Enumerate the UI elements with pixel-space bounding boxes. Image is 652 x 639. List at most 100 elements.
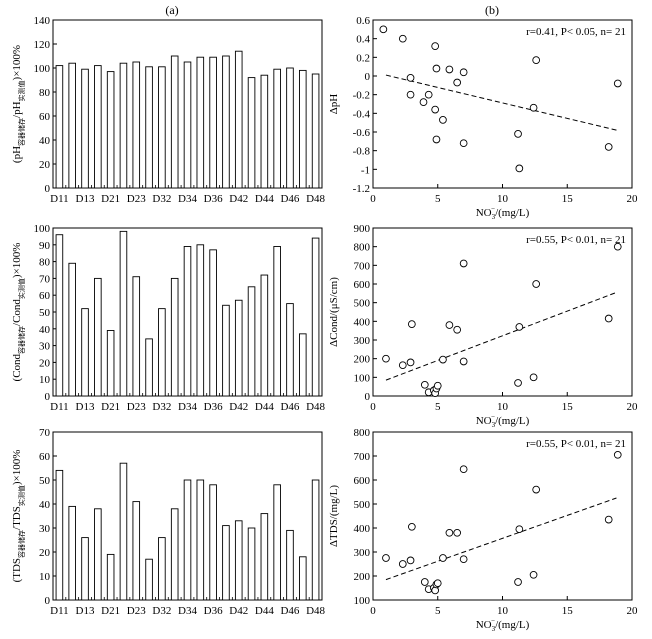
bar-D47 (299, 69, 307, 189)
data-point (459, 465, 468, 474)
bar-D22 (119, 62, 128, 189)
scatter-chart-2: 100 200 300 400 500 600 700 800 0 5 10 15 20 r=0.55, … (328, 427, 638, 633)
bar-D32 (158, 537, 166, 601)
data-point (604, 515, 613, 524)
data-point (439, 116, 447, 124)
y-tick-label: 300 (354, 547, 371, 559)
data-point (515, 323, 524, 331)
bar-D33 (170, 55, 179, 189)
data-point (445, 321, 454, 329)
y-tick-label: -0.6 (353, 127, 371, 139)
x-tick-label: D48 (306, 605, 325, 617)
x-tick-label: D13 (76, 605, 95, 617)
y-tick-label: 100 (354, 372, 371, 384)
bar-D45 (273, 246, 281, 397)
y-tick-label: 600 (354, 475, 371, 487)
x-tick-label: D46 (280, 193, 299, 205)
x-tick-label: D42 (229, 401, 248, 413)
bar-D41 (222, 304, 230, 397)
bar-D13 (81, 537, 89, 601)
bar-D22 (119, 230, 128, 397)
y-tick-label: 600 (354, 279, 371, 291)
bar-D46 (286, 529, 294, 601)
bar-D43 (247, 286, 256, 397)
x-tick-label: 10 (497, 401, 509, 413)
bar-D36 (209, 56, 217, 189)
scatter-chart-1: 0 100 200 300 400 500 600 700 800 900 0 5 10 15 20 r=0.… (328, 223, 638, 429)
bar-D33 (170, 277, 179, 397)
bar-D12 (68, 62, 76, 189)
plot-frame (372, 431, 633, 601)
y-tick-label: 0.4 (356, 34, 370, 46)
x-tick-label: D48 (306, 401, 325, 413)
y-tick-label: 60 (39, 290, 51, 302)
bar-D31 (145, 66, 153, 189)
data-point (431, 42, 440, 50)
bar-D33 (170, 508, 179, 601)
bar-D44 (260, 74, 269, 189)
bar-D23 (132, 501, 141, 601)
panel-label-b: (b) (485, 3, 499, 17)
bar-D12 (68, 262, 76, 397)
data-point (420, 578, 429, 586)
x-tick-label: D13 (76, 193, 95, 205)
x-tick-label: 5 (435, 401, 441, 413)
data-point (433, 579, 442, 588)
y-tick-label: 40 (39, 324, 51, 336)
y-tick-label: 0 (45, 183, 51, 195)
y-tick-label: 50 (39, 475, 51, 487)
x-tick-label: D23 (127, 605, 146, 617)
x-tick-label: D48 (306, 193, 325, 205)
data-point (604, 314, 613, 323)
data-point (433, 381, 442, 390)
x-tick-label: D36 (204, 605, 223, 617)
y-tick-label: 0 (365, 391, 371, 403)
bar-D35 (196, 479, 205, 601)
y-tick-label: 70 (39, 273, 51, 285)
bar-D14 (94, 277, 102, 397)
x-tick-label: 20 (627, 193, 639, 205)
y-tick-label: 700 (354, 260, 371, 272)
bar-D43 (247, 527, 256, 601)
plot-frame (372, 19, 633, 189)
bar-D23 (132, 276, 141, 397)
y-tick-label: 10 (39, 571, 51, 583)
bar-D13 (81, 68, 89, 189)
data-point (532, 280, 541, 288)
data-point (408, 522, 416, 531)
x-tick-label: 15 (562, 401, 574, 413)
data-point (529, 103, 538, 112)
y-tick-label: 0 (365, 71, 371, 83)
ylabel-0: ΔpH (328, 94, 340, 115)
panel-label-a: (a) (165, 3, 178, 17)
data-point (382, 354, 390, 363)
x-tick-label: D46 (280, 605, 299, 617)
y-tick-label: 80 (39, 87, 51, 99)
data-point (515, 525, 524, 534)
data-point (379, 25, 388, 34)
data-point (514, 130, 522, 138)
x-tick-label: D42 (229, 605, 248, 617)
y-tick-label: 20 (39, 547, 51, 559)
y-tick-label: 900 (354, 223, 371, 235)
bar-D11 (55, 65, 64, 189)
y-tick-label: 500 (354, 298, 371, 310)
x-tick-label: 5 (435, 605, 441, 617)
data-point (514, 578, 522, 586)
data-point (406, 358, 415, 367)
bar-D48 (311, 73, 320, 189)
x-tick-label: D21 (101, 193, 120, 205)
bar-D22 (119, 462, 128, 601)
bar-D48 (311, 479, 320, 601)
x-tick-label: D36 (204, 401, 223, 413)
bar-chart-0: 0 20 40 60 80 100 120 140 D11 D13 D21 D23 D32 D34 D36 D… (11, 15, 326, 205)
bar-D42 (234, 50, 243, 189)
xlabel-1: NO3−/(mg/L) (476, 413, 530, 429)
x-tick-label: D21 (101, 605, 120, 617)
stat-annotation: r=0.55, P< 0.01, n= 21 (526, 438, 626, 450)
data-point (459, 139, 468, 148)
bar-D31 (145, 558, 153, 601)
bar-D14 (94, 65, 102, 189)
y-tick-label: 40 (39, 135, 51, 147)
